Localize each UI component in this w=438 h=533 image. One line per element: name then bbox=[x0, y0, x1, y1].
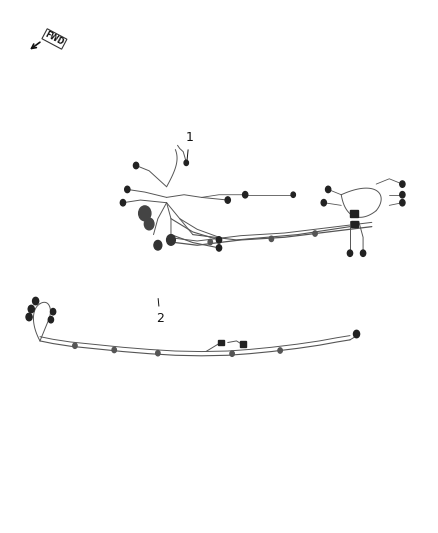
Circle shape bbox=[32, 297, 39, 305]
Text: 1: 1 bbox=[185, 131, 193, 165]
Circle shape bbox=[155, 351, 160, 356]
Circle shape bbox=[73, 343, 77, 349]
Circle shape bbox=[50, 309, 56, 315]
Circle shape bbox=[216, 237, 222, 243]
Circle shape bbox=[28, 305, 34, 313]
Circle shape bbox=[325, 186, 331, 192]
Circle shape bbox=[166, 235, 175, 245]
Circle shape bbox=[400, 181, 405, 187]
Circle shape bbox=[321, 199, 326, 206]
Circle shape bbox=[353, 330, 360, 338]
Circle shape bbox=[208, 239, 212, 245]
Circle shape bbox=[125, 186, 130, 192]
Bar bbox=[240, 342, 246, 347]
Text: 2: 2 bbox=[156, 298, 164, 325]
Circle shape bbox=[26, 313, 32, 321]
Bar bbox=[218, 340, 224, 345]
Circle shape bbox=[269, 236, 274, 241]
Circle shape bbox=[112, 348, 117, 353]
Circle shape bbox=[400, 199, 405, 206]
Circle shape bbox=[313, 231, 317, 236]
Circle shape bbox=[145, 218, 154, 230]
Circle shape bbox=[48, 317, 53, 323]
Circle shape bbox=[154, 240, 162, 250]
Circle shape bbox=[347, 250, 353, 256]
Circle shape bbox=[360, 250, 366, 256]
Circle shape bbox=[400, 191, 405, 198]
Circle shape bbox=[139, 206, 151, 221]
Circle shape bbox=[184, 160, 188, 165]
Circle shape bbox=[216, 245, 222, 251]
Text: FWD: FWD bbox=[43, 30, 65, 47]
Circle shape bbox=[230, 351, 234, 357]
Circle shape bbox=[278, 348, 283, 353]
Circle shape bbox=[291, 192, 295, 197]
Circle shape bbox=[225, 197, 230, 203]
Circle shape bbox=[243, 191, 248, 198]
Circle shape bbox=[120, 199, 126, 206]
Circle shape bbox=[134, 163, 139, 168]
Bar bbox=[350, 209, 358, 217]
Bar bbox=[351, 221, 358, 227]
